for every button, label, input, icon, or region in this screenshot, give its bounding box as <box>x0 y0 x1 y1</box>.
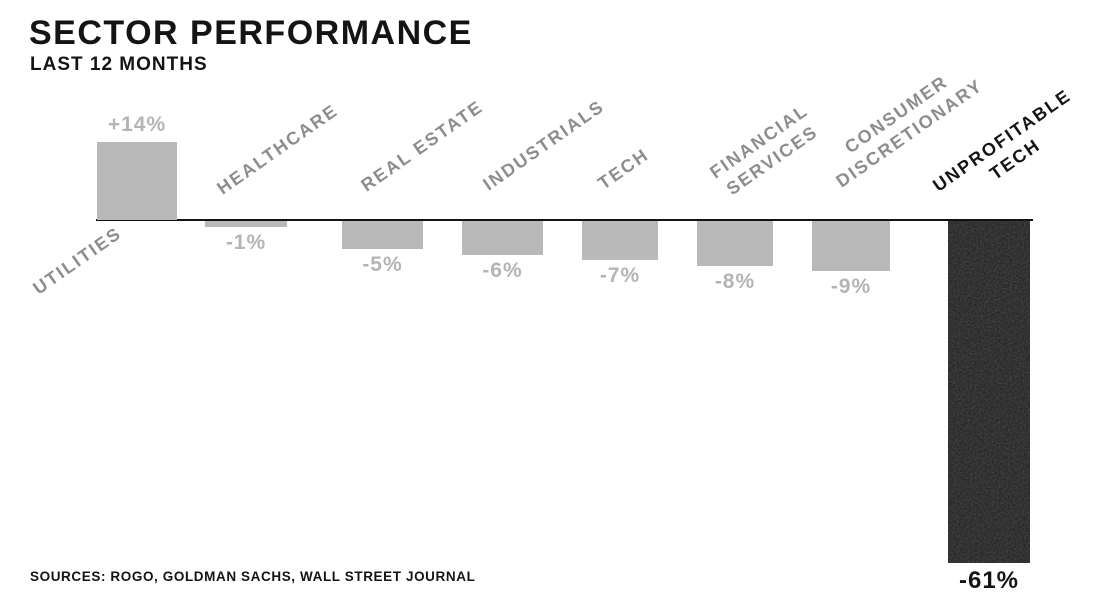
sector-label-industrials: INDUSTRIALS <box>479 95 609 196</box>
x-axis-baseline <box>96 219 1033 221</box>
source-note: SOURCES: ROGO, GOLDMAN SACHS, WALL STREE… <box>30 569 476 584</box>
bar-utilities <box>97 142 177 220</box>
sector-label-financial-services: FINANCIAL SERVICES <box>706 99 827 203</box>
bar-healthcare <box>205 221 287 227</box>
grain-texture <box>948 221 1030 563</box>
bar-financial-services <box>697 221 773 266</box>
bar-industrials <box>462 221 543 255</box>
sector-label-tech: TECH <box>594 143 654 195</box>
value-label-healthcare: -1% <box>225 231 267 254</box>
value-label-utilities: +14% <box>107 113 167 136</box>
bar-real-estate <box>342 221 423 249</box>
sector-label-line: TECH <box>594 144 653 194</box>
sector-label-line: REAL ESTATE <box>357 96 487 196</box>
value-label-unprofitable-tech: -61% <box>958 567 1020 594</box>
value-label-tech: -7% <box>599 264 641 287</box>
value-label-industrials: -6% <box>482 259 523 282</box>
sector-label-line: HEALTHCARE <box>213 100 342 199</box>
sector-label-line: INDUSTRIALS <box>479 95 608 195</box>
page-title: SECTOR PERFORMANCE <box>29 14 473 52</box>
sector-label-utilities: UTILITIES <box>29 222 127 300</box>
value-label-consumer-discretionary: -9% <box>830 275 872 298</box>
page-subtitle: LAST 12 MONTHS <box>30 54 208 75</box>
sector-label-line: UTILITIES <box>29 222 126 299</box>
bar-tech <box>582 221 658 260</box>
sector-label-real-estate: REAL ESTATE <box>357 96 488 197</box>
bar-unprofitable-tech <box>948 221 1030 563</box>
value-label-financial-services: -8% <box>714 270 756 293</box>
value-label-real-estate: -5% <box>362 253 403 276</box>
sector-label-healthcare: HEALTHCARE <box>213 99 343 200</box>
bar-consumer-discretionary <box>812 221 890 271</box>
